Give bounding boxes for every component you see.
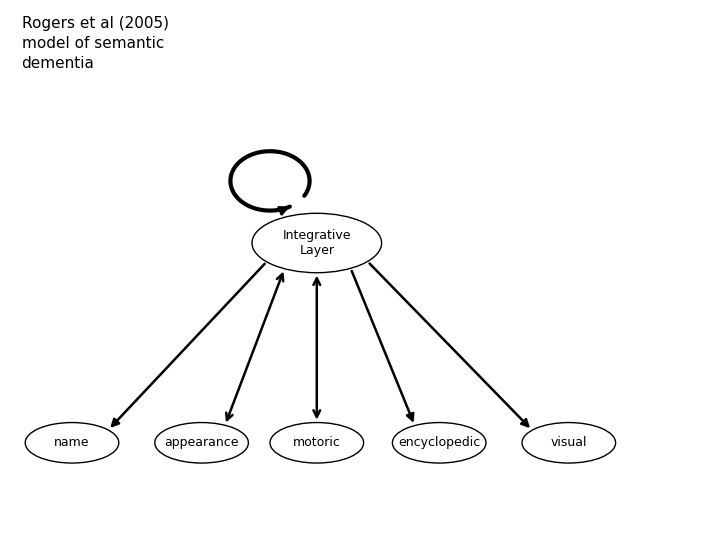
Text: visual: visual bbox=[551, 436, 587, 449]
Text: Integrative
Layer: Integrative Layer bbox=[282, 229, 351, 257]
FancyArrowPatch shape bbox=[369, 264, 528, 426]
Text: Rogers et al (2005)
model of semantic
dementia: Rogers et al (2005) model of semantic de… bbox=[22, 16, 168, 71]
FancyArrowPatch shape bbox=[351, 271, 413, 420]
Text: encyclopedic: encyclopedic bbox=[398, 436, 480, 449]
Text: appearance: appearance bbox=[164, 436, 239, 449]
FancyArrowPatch shape bbox=[112, 264, 265, 426]
Text: motoric: motoric bbox=[293, 436, 341, 449]
Text: name: name bbox=[54, 436, 90, 449]
FancyArrowPatch shape bbox=[313, 278, 320, 417]
FancyArrowPatch shape bbox=[226, 274, 283, 420]
